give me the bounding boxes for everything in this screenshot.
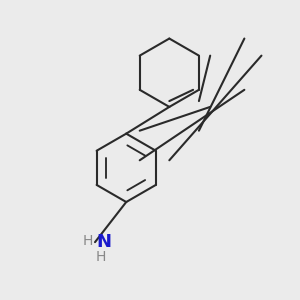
Text: H: H [96, 250, 106, 264]
Text: H: H [82, 234, 93, 248]
Text: N: N [96, 233, 111, 251]
